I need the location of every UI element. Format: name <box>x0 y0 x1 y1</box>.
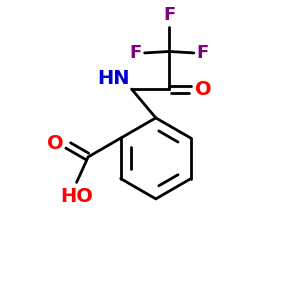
Text: O: O <box>195 80 212 99</box>
Text: F: F <box>197 44 209 62</box>
Text: F: F <box>163 6 175 24</box>
Text: HO: HO <box>60 187 93 206</box>
Text: O: O <box>46 134 63 153</box>
Text: F: F <box>130 44 142 62</box>
Text: HN: HN <box>98 69 130 88</box>
